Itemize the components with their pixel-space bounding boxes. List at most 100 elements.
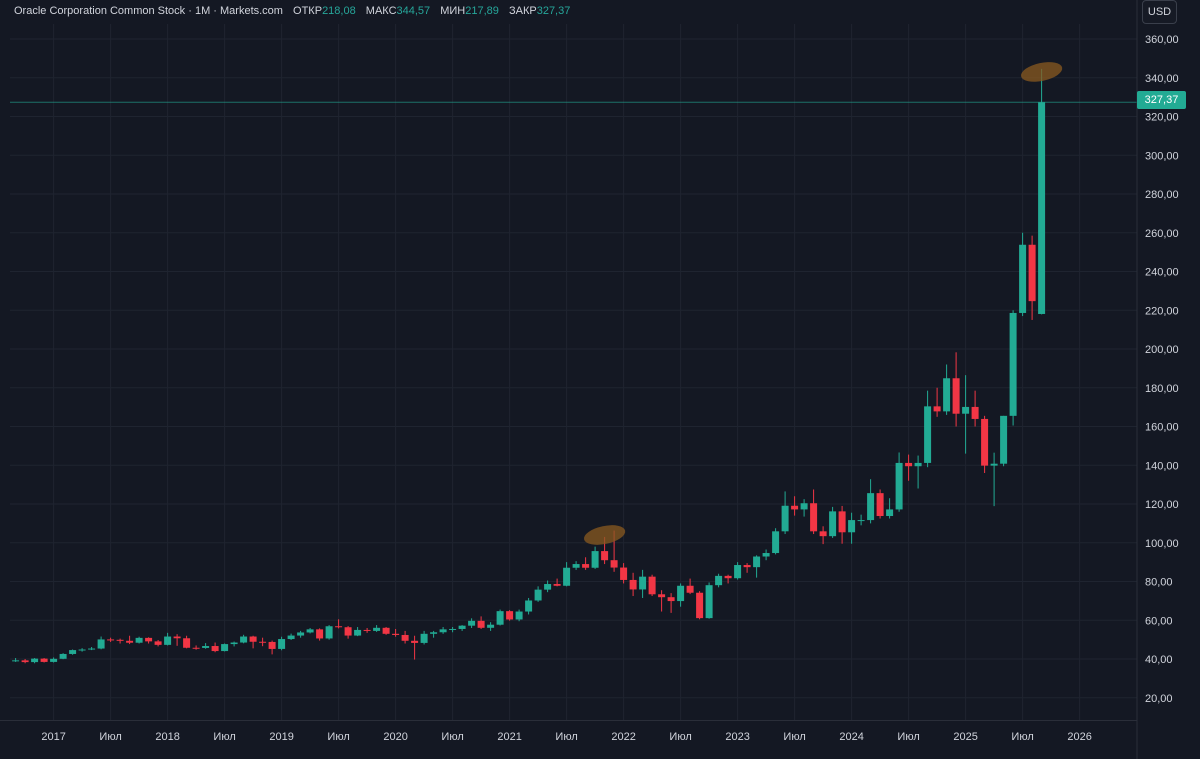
candle-body: [867, 493, 875, 521]
close-value: 327,37: [536, 5, 571, 17]
candle: [981, 415, 989, 473]
low-value: 217,89: [465, 5, 499, 17]
candle-body: [1028, 244, 1036, 302]
time-tick-label: 2023: [725, 731, 749, 743]
candle-body: [449, 628, 457, 630]
candle: [534, 586, 542, 602]
symbol-title[interactable]: Oracle Corporation Common Stock · 1M · M…: [14, 5, 283, 17]
candle: [268, 640, 276, 655]
candle: [31, 658, 39, 664]
candle-body: [819, 531, 827, 537]
candle-body: [705, 585, 713, 619]
candle-body: [1000, 415, 1008, 464]
highlight-marker: [583, 525, 626, 545]
candle-body: [221, 644, 229, 652]
candle: [857, 514, 865, 526]
candle: [59, 653, 67, 660]
candle: [895, 452, 903, 512]
candle: [154, 640, 162, 647]
price-tick-label: 200,00: [1145, 344, 1179, 356]
candle-body: [306, 629, 314, 633]
candle: [183, 635, 191, 649]
candle-body: [886, 509, 894, 517]
candle: [325, 625, 333, 640]
candle: [145, 637, 153, 644]
candle-body: [458, 625, 466, 629]
candle: [135, 636, 143, 644]
candle: [762, 549, 770, 561]
price-tick-label: 140,00: [1145, 460, 1179, 472]
candle: [990, 452, 998, 507]
candle-body: [1038, 102, 1046, 314]
candle: [335, 619, 343, 629]
candle: [316, 628, 324, 641]
candle-body: [154, 641, 162, 645]
candle-body: [116, 639, 124, 641]
grid-lines: [10, 24, 1137, 720]
candle-body: [496, 611, 504, 625]
candle-body: [724, 575, 732, 579]
candle-body: [677, 585, 685, 602]
candle-body: [487, 624, 495, 628]
candle-body: [401, 634, 409, 641]
candle-body: [962, 406, 970, 414]
price-tick-label: 220,00: [1145, 305, 1179, 317]
time-tick-label: Июл: [555, 731, 577, 743]
candle-body: [876, 493, 884, 517]
candle-body: [12, 660, 20, 662]
candle: [430, 630, 438, 638]
candle-body: [430, 632, 438, 634]
candle: [1038, 68, 1046, 315]
candle-body: [544, 584, 552, 590]
time-tick-label: Июл: [441, 731, 463, 743]
candle: [582, 557, 590, 570]
candle: [724, 574, 732, 584]
candle-body: [981, 418, 989, 466]
candle: [88, 646, 96, 651]
candle-body: [696, 592, 704, 619]
candle-body: [810, 503, 818, 532]
candle: [487, 622, 495, 631]
candle-body: [31, 658, 39, 663]
candle-body: [297, 632, 305, 636]
time-tick-label: 2021: [497, 731, 521, 743]
candle: [639, 569, 647, 598]
candle-body: [287, 635, 295, 640]
candle-body: [781, 505, 789, 532]
candle: [1028, 235, 1036, 320]
candle-body: [591, 551, 599, 568]
candle: [382, 627, 390, 635]
candle-body: [382, 627, 390, 634]
time-tick-label: 2024: [839, 731, 863, 743]
candle-body: [582, 564, 590, 568]
candle-body: [145, 637, 153, 642]
candle: [829, 506, 837, 538]
time-tick-label: Июл: [1011, 731, 1033, 743]
candle: [1009, 310, 1017, 426]
candle: [772, 528, 780, 555]
candle: [572, 561, 580, 570]
price-tick-label: 280,00: [1145, 189, 1179, 201]
candle-body: [88, 648, 96, 650]
candle: [905, 454, 913, 481]
candle: [924, 390, 932, 468]
candle: [278, 636, 286, 651]
candle-body: [648, 576, 656, 595]
highlight-marker: [1020, 62, 1063, 82]
price-tick-label: 40,00: [1145, 654, 1173, 666]
candle: [876, 489, 884, 519]
candle: [69, 649, 77, 655]
candle: [306, 628, 314, 634]
candle: [192, 645, 200, 650]
candle: [563, 562, 571, 587]
candle: [173, 634, 181, 646]
candle: [658, 590, 666, 612]
candle: [21, 659, 29, 664]
candle: [743, 563, 751, 573]
currency-button[interactable]: USD: [1142, 0, 1177, 24]
candle: [458, 625, 466, 631]
candle-body: [572, 564, 580, 568]
candle: [126, 635, 134, 645]
